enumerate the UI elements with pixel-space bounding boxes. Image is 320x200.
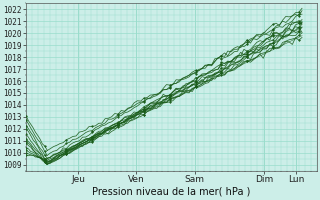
X-axis label: Pression niveau de la mer( hPa ): Pression niveau de la mer( hPa ) bbox=[92, 187, 251, 197]
